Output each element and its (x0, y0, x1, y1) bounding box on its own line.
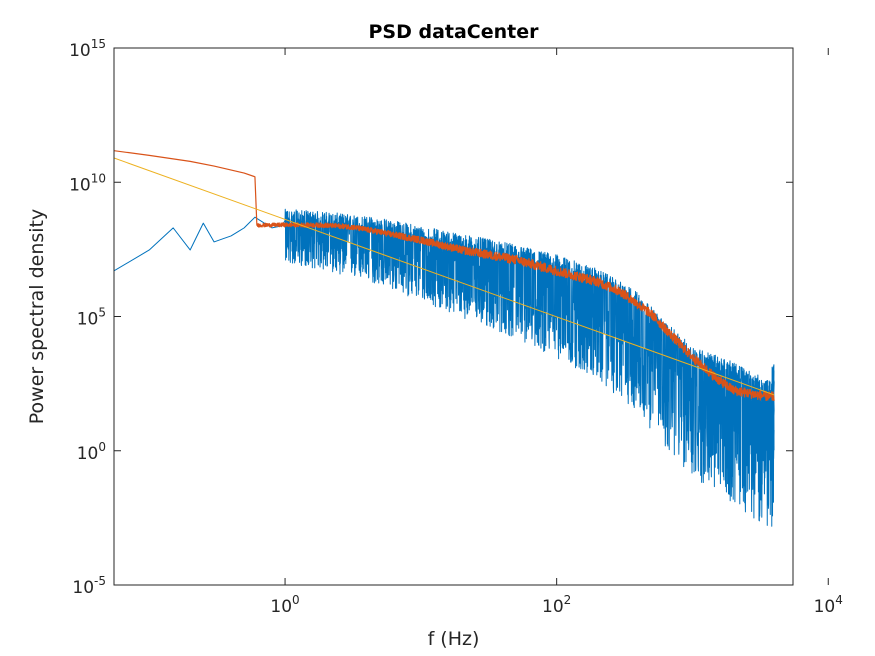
y-axis-label: Power spectral density (26, 209, 48, 424)
x-tick-label: 100 (270, 593, 299, 617)
y-tick-label: 1015 (69, 37, 106, 61)
y-tick-label: 105 (77, 306, 106, 330)
series-line-3 (114, 157, 775, 396)
x-tick-label: 102 (542, 593, 571, 617)
y-tick-label: 1010 (69, 171, 106, 195)
y-tick-label: 100 (77, 440, 106, 464)
y-tick-label: 10-5 (72, 574, 106, 598)
series-line-1 (114, 208, 775, 527)
x-tick-label: 104 (814, 593, 843, 617)
series-line-2 (114, 150, 775, 401)
chart-title: PSD dataCenter (368, 21, 539, 43)
x-axis-label: f (Hz) (428, 628, 480, 650)
